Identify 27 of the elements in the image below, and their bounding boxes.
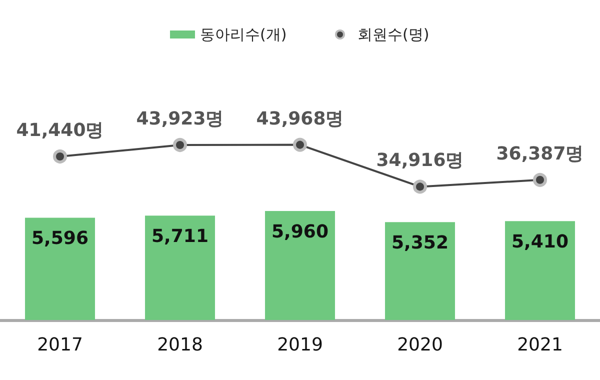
- data-label: 34,916명: [376, 150, 464, 172]
- legend-label: 동아리수(개): [200, 26, 287, 44]
- bar: [385, 222, 455, 320]
- point: [293, 138, 307, 152]
- legend-label: 회원수(명): [358, 26, 430, 44]
- data-label: 5,960: [272, 222, 328, 243]
- x-tick-label: 2021: [517, 334, 563, 356]
- bar: [25, 218, 95, 320]
- x-tick-label: 2018: [157, 334, 203, 356]
- point: [53, 150, 67, 164]
- data-label: 5,352: [392, 232, 448, 254]
- point: [173, 138, 187, 152]
- point: [413, 180, 427, 194]
- data-label: 36,387명: [496, 143, 584, 164]
- data-label: 41,440명: [16, 120, 104, 141]
- bar: [505, 221, 575, 320]
- data-label: 5,711: [152, 226, 208, 248]
- x-tick-label: 2020: [397, 334, 443, 356]
- data-label: 43,968명: [256, 108, 344, 130]
- point: [533, 172, 547, 187]
- bar: [145, 216, 215, 320]
- data-label: 5,410: [512, 232, 568, 253]
- x-tick-label: 2017: [37, 334, 83, 356]
- x-tick-label: 2019: [277, 334, 323, 356]
- bar: [265, 211, 335, 320]
- data-label: 43,923명: [136, 108, 224, 130]
- data-label: 5,596: [32, 228, 88, 250]
